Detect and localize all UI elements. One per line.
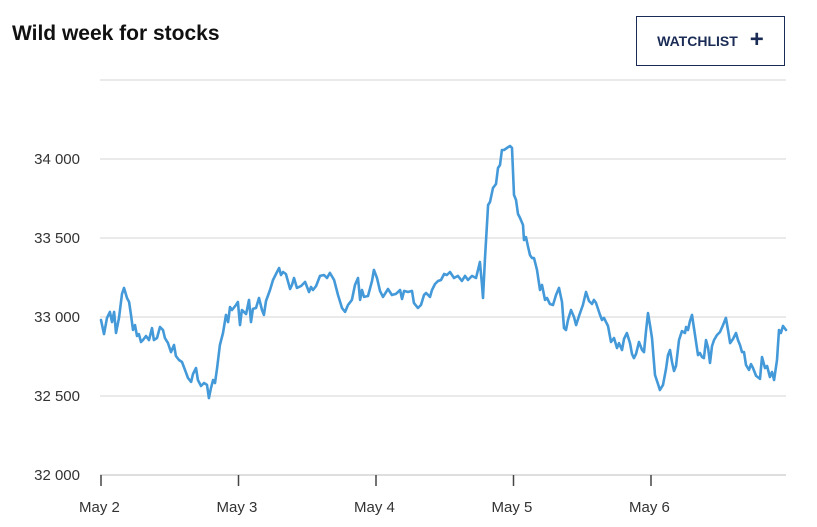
plus-icon: + [749,26,764,53]
chart-title: Wild week for stocks [12,22,220,45]
watchlist-label: WATCHLIST [657,33,738,49]
y-tick-label: 34 000 [34,151,80,168]
y-tick-label: 33 000 [34,309,80,326]
series-line [99,144,788,400]
y-tick-label: 33 500 [34,230,80,247]
x-tick-label: May 2 [79,499,120,516]
watchlist-button[interactable]: WATCHLIST + [636,16,785,66]
x-tick-label: May 5 [492,499,533,516]
x-tick-label: May 6 [629,499,670,516]
y-tick-label: 32 000 [34,467,80,484]
x-tick-label: May 4 [354,499,395,516]
x-tick-label: May 3 [217,499,258,516]
y-tick-label: 32 500 [34,388,80,405]
